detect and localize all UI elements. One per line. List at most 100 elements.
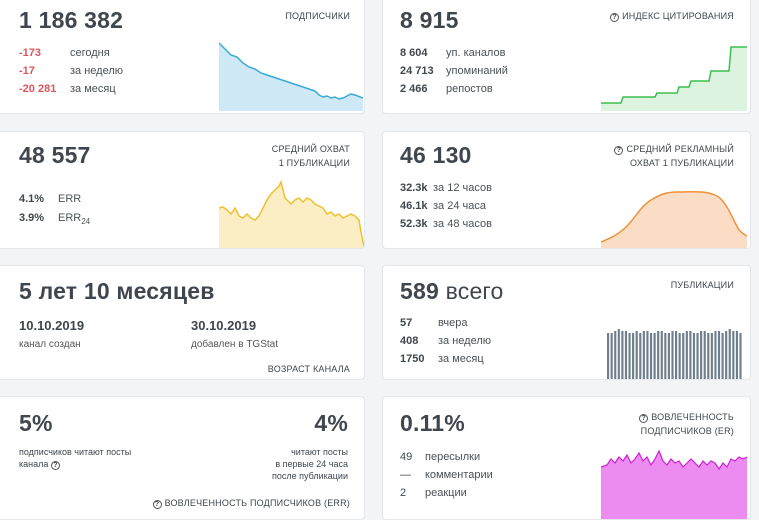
posts-yesterday-label: вчера: [438, 317, 468, 329]
er-caption: ? ВОВЛЕЧЕННОСТЬ ПОДПИСЧИКОВ (ER): [639, 410, 734, 438]
err-card[interactable]: 5% подписчиков читают посты канала ? 4% …: [0, 396, 365, 520]
subscribers-today-label: сегодня: [70, 47, 110, 59]
posts-bar: [671, 331, 674, 379]
er-forwards-value: 49: [400, 451, 413, 463]
err24-label: ERR24: [58, 212, 90, 226]
citation-mentions-row: 24 713 упоминаний: [400, 65, 508, 77]
citation-reposts-label: репостов: [446, 83, 493, 95]
er-card[interactable]: 0.11% ? ВОВЛЕЧЕННОСТЬ ПОДПИСЧИКОВ (ER) 49…: [382, 396, 751, 520]
posts-count: 589: [400, 278, 439, 304]
subscribers-card[interactable]: 1 186 382 ПОДПИСЧИКИ -173 сегодня -17 за н…: [0, 0, 365, 114]
reach-caption-line2: 1 ПУБЛИКАЦИИ: [278, 158, 350, 168]
err-right-label: читают посты в первые 24 часа после публ…: [272, 446, 348, 482]
posts-bar-chart: [607, 329, 742, 379]
posts-suffix: всего: [445, 278, 504, 304]
reach-caption-line1: СРЕДНИЙ ОХВАТ: [271, 144, 350, 154]
posts-bar: [685, 331, 688, 379]
err24-subscript: 24: [81, 217, 91, 227]
err24-row: 3.9% ERR24: [19, 212, 90, 226]
ad-reach-48h-row: 52.3k за 48 часов: [400, 218, 492, 230]
posts-bar: [735, 331, 738, 379]
posts-bar: [710, 333, 713, 379]
posts-bar: [667, 333, 670, 379]
posts-bar: [639, 333, 642, 379]
posts-bar: [635, 331, 638, 379]
info-icon[interactable]: ?: [639, 414, 649, 423]
err-right-label-line2: в первые 24 часа: [275, 459, 348, 469]
posts-bar: [732, 331, 735, 379]
citation-channels-row: 8 604 уп. каналов: [400, 47, 505, 59]
subscribers-sparkline: [219, 42, 363, 111]
posts-bar: [624, 331, 628, 379]
info-icon[interactable]: ?: [610, 13, 620, 22]
ad-reach-12h-label: за 12 часов: [433, 182, 492, 194]
err24-label-text: ERR: [58, 212, 82, 224]
posts-bar: [700, 331, 703, 379]
info-icon[interactable]: ?: [614, 146, 624, 155]
ad-reach-value: 46 130: [400, 142, 472, 168]
posts-card[interactable]: 589 всего ПУБЛИКАЦИИ 57 вчера 408 за недел…: [382, 265, 751, 380]
subscribers-today-value: -173: [19, 47, 42, 59]
citation-reposts-row: 2 466 репостов: [400, 83, 493, 95]
err-right-label-line1: читают посты: [291, 447, 348, 457]
posts-week-row: 408 за неделю: [400, 335, 491, 347]
er-reactions-label: реакции: [425, 487, 467, 499]
citation-mentions-value: 24 713: [400, 65, 434, 77]
err-caption-text: ВОВЛЕЧЕННОСТЬ ПОДПИСЧИКОВ (ERR): [164, 498, 350, 508]
posts-bar: [721, 333, 724, 379]
posts-bar: [657, 331, 660, 379]
reach-card[interactable]: 48 557 СРЕДНИЙ ОХВАТ 1 ПУБЛИКАЦИИ 4.1% ER…: [0, 131, 365, 249]
posts-week-value: 408: [400, 335, 419, 347]
posts-caption: ПУБЛИКАЦИИ: [670, 280, 734, 290]
posts-month-value: 1750: [400, 353, 425, 365]
added-date: 30.10.2019: [191, 318, 257, 333]
posts-bar: [682, 333, 685, 379]
ad-reach-24h-label: за 24 часа: [433, 200, 486, 212]
posts-bar: [707, 333, 710, 379]
age-caption: ВОЗРАСТ КАНАЛА: [267, 364, 350, 374]
er-comments-value: —: [400, 469, 411, 481]
err-left-label: подписчиков читают посты канала ?: [19, 446, 131, 470]
err-left-label-line1: подписчиков читают посты: [19, 447, 132, 457]
err24-value: 3.9%: [19, 212, 45, 224]
posts-bar: [653, 333, 656, 379]
err-left-label-line2: канала ?: [19, 458, 131, 470]
ad-reach-24h-value: 46.1k: [400, 200, 428, 212]
posts-bar: [714, 331, 717, 379]
posts-bar: [696, 333, 699, 379]
posts-bar: [703, 331, 706, 379]
posts-bar: [692, 333, 696, 379]
posts-bar: [664, 333, 667, 379]
citation-value: 8 915: [400, 7, 459, 33]
er-forwards-row: 49 пересылки: [400, 451, 480, 463]
ad-reach-card[interactable]: 46 130 ? СРЕДНИЙ РЕКЛАМНЫЙ ОХВАТ 1 ПУБЛИК…: [382, 131, 751, 249]
posts-bar: [660, 331, 663, 379]
info-icon[interactable]: ?: [152, 500, 162, 509]
posts-bar: [621, 331, 624, 379]
posts-month-label: за месяц: [438, 353, 484, 365]
er-forwards-label: пересылки: [425, 451, 481, 463]
posts-week-label: за неделю: [438, 335, 492, 347]
er-comments-label: комментарии: [425, 469, 493, 481]
citation-channels-value: 8 604: [400, 47, 428, 59]
posts-yesterday-value: 57: [400, 317, 413, 329]
ad-reach-sparkline: [601, 190, 747, 248]
err-label: ERR: [58, 193, 82, 205]
citation-reposts-value: 2 466: [400, 83, 428, 95]
ad-reach-48h-label: за 48 часов: [433, 218, 492, 230]
posts-bar: [728, 329, 731, 379]
er-caption-line1: ? ВОВЛЕЧЕННОСТЬ: [639, 410, 734, 424]
citation-card[interactable]: 8 915 ? ИНДЕКС ЦИТИРОВАНИЯ 8 604 уп. канал…: [382, 0, 751, 114]
posts-bar: [649, 333, 653, 379]
err-caption: ? ВОВЛЕЧЕННОСТЬ ПОДПИСЧИКОВ (ERR): [152, 496, 350, 510]
ad-reach-caption-line1: ? СРЕДНИЙ РЕКЛАМНЫЙ: [614, 142, 734, 156]
ad-reach-48h-value: 52.3k: [400, 218, 428, 230]
er-reactions-row: 2 реакции: [400, 487, 467, 499]
err-left-label-line2-text: канала: [19, 459, 49, 469]
info-icon[interactable]: ?: [50, 461, 60, 470]
created-date: 10.10.2019: [19, 318, 85, 333]
posts-bar: [610, 333, 613, 379]
posts-bar: [646, 331, 649, 379]
age-card[interactable]: 5 лет 10 месяцев 10.10.2019 канал создан…: [0, 265, 365, 380]
reach-value: 48 557: [19, 142, 91, 168]
